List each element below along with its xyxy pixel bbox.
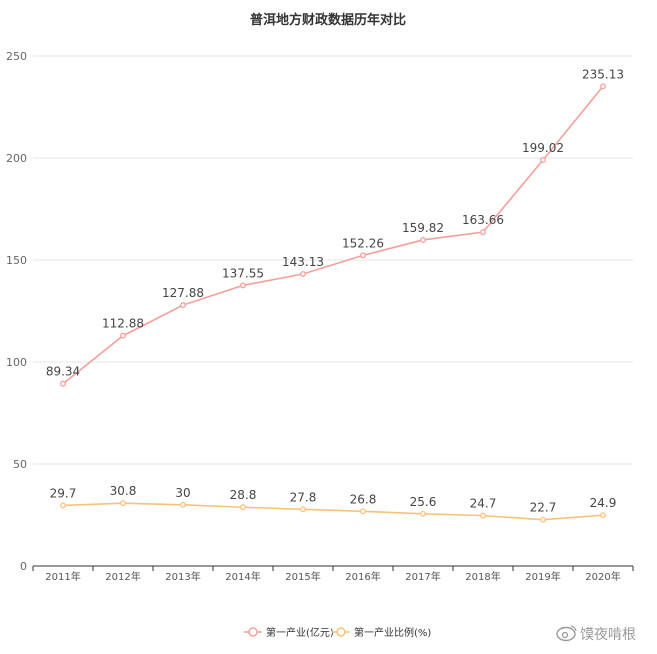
data-label: 127.88 [162,286,204,300]
data-point[interactable] [300,506,306,513]
legend[interactable]: 第一产业(亿元) 第一产业比例(%) [244,626,431,639]
grid-lines [33,55,633,465]
data-point[interactable] [480,512,486,519]
data-label: 152.26 [342,236,384,250]
x-tick-label: 2017年 [405,570,440,583]
data-point[interactable] [180,501,186,508]
legend-label: 第一产业比例(%) [354,626,431,639]
x-tick-label: 2013年 [165,570,200,583]
data-point[interactable] [120,332,126,339]
data-label: 89.34 [46,365,80,379]
data-label: 112.88 [102,317,144,331]
legend-item[interactable]: 第一产业(亿元) [244,626,334,639]
data-label: 143.13 [282,255,324,269]
data-label: 30.8 [110,484,137,498]
data-point[interactable] [120,500,126,507]
x-tick-label: 2012年 [105,570,140,583]
data-label: 30 [175,486,190,500]
data-point[interactable] [420,237,426,243]
data-point[interactable] [360,508,366,515]
data-label: 25.6 [410,495,437,509]
data-label: 27.8 [290,490,317,504]
data-point[interactable] [540,157,546,163]
y-tick-label: 150 [6,254,27,267]
data-label: 235.13 [582,67,624,81]
y-axis: 0 50 100 150 200 250 [6,50,27,573]
series-0: 89.34 112.88 127.88 137.55 143.13 152.26 159.8… [46,67,624,387]
data-point[interactable] [300,271,306,277]
series-group: 89.34 112.88 127.88 137.55 143.13 152.26 159.8… [46,67,624,523]
x-tick-label: 2020年 [585,570,620,583]
x-axis: 2011年 2012年 2013年 2014年 2015年 2016年 2017年 2018年… [32,566,634,583]
y-tick-label: 0 [20,560,27,573]
data-point[interactable] [240,282,246,289]
x-tick-label: 2011年 [45,570,80,583]
x-tick-label: 2018年 [465,570,500,583]
weibo-icon [556,625,577,642]
data-label: 159.82 [402,221,444,235]
x-tick-label: 2015年 [285,570,320,583]
data-point[interactable] [600,512,606,519]
data-label: 26.8 [350,492,377,506]
chart-title: 普洱地方财政数据历年对比 [250,12,406,28]
data-point[interactable] [60,380,66,387]
data-label: 163.66 [462,213,504,227]
x-tick-label: 2016年 [345,570,380,583]
data-point[interactable] [600,83,606,90]
x-tick-label: 2014年 [225,570,260,583]
x-tick-label: 2019年 [525,570,560,583]
data-label: 137.55 [222,266,264,280]
legend-swatch-marker [248,627,258,637]
data-point[interactable] [240,504,246,511]
data-point[interactable] [540,516,546,523]
data-label: 29.7 [50,486,77,500]
data-point[interactable] [60,502,66,509]
y-tick-label: 250 [6,50,27,63]
y-tick-label: 50 [13,458,27,471]
data-point[interactable] [180,302,186,309]
y-tick-label: 200 [6,152,27,165]
legend-swatch-marker [336,627,346,637]
y-tick-label: 100 [6,356,27,369]
data-label: 28.8 [230,488,257,502]
data-label: 22.7 [530,501,557,515]
data-point[interactable] [420,510,426,517]
data-label: 24.7 [470,497,497,511]
data-point[interactable] [480,229,486,236]
watermark-text: 馍夜啃根 [580,627,636,643]
series-line [62,85,604,385]
watermark: 馍夜啃根 [556,625,636,643]
data-label: 199.02 [522,141,564,155]
series-1: 29.7 30.8 30 28.8 27.8 26.8 25.6 24.7 22.7 24.9 [50,484,617,523]
legend-item[interactable]: 第一产业比例(%) [332,626,431,639]
series-line [62,502,604,521]
data-label: 24.9 [590,496,617,510]
data-point[interactable] [360,252,366,259]
legend-label: 第一产业(亿元) [266,626,334,639]
